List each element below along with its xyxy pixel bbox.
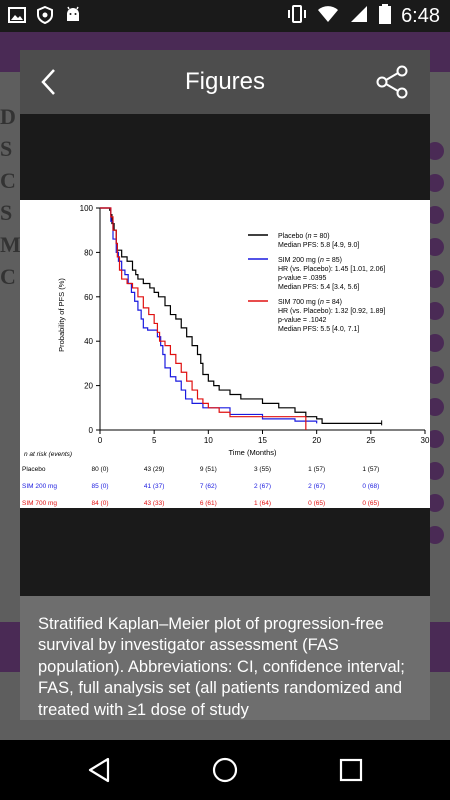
y-tick-label: 40 [84,337,93,346]
background-letter: S [0,200,13,225]
square-recents-icon [337,758,365,788]
dialog-header: Figures [20,50,430,114]
x-tick-label: 0 [98,436,103,445]
background-dots [426,142,444,544]
risk-table-value: 1 (64) [254,500,271,507]
risk-table-value: 0 (65) [362,500,379,507]
gallery-icon [8,7,26,28]
risk-table-value: 85 (0) [92,483,109,490]
y-axis-label: Probability of PFS (%) [57,278,66,352]
background-letter: S [0,136,13,161]
vibrate-icon [287,4,307,29]
risk-table-value: 84 (0) [92,500,109,507]
risk-table-value: 7 (62) [200,483,217,490]
series-line [100,207,382,424]
nav-back-button[interactable] [86,756,114,784]
nav-recents-button[interactable] [337,756,365,784]
legend-detail: HR (vs. Placebo): 1.32 [0.92, 1.89] [278,308,385,315]
series-line [100,207,318,424]
battery-icon [379,4,392,29]
figure-caption: Stratified Kaplan–Meier plot of progress… [20,596,430,720]
series-line [100,207,307,430]
risk-table-value: 41 (37) [144,483,165,490]
dialog-title: Figures [184,68,266,95]
x-tick-label: 10 [204,436,213,445]
x-tick-label: 25 [366,436,375,445]
wifi-icon [317,4,339,29]
risk-table-value: 2 (67) [308,483,325,490]
legend-entry: SIM 700 mg (n = 84) [278,299,342,306]
y-tick-label: 20 [84,382,93,391]
risk-table-header: n at risk (events) [24,451,72,458]
share-icon [374,65,410,104]
signal-icon [349,4,369,29]
figures-dialog: Figures 0 20 40 60 80 100 0 5 10 15 20 25 30 Time (Mo… [20,50,430,720]
x-tick-label: 20 [312,436,321,445]
background-letter: M [0,232,21,257]
shield-icon [36,5,54,29]
risk-table-value: 2 (67) [254,483,271,490]
chevron-left-icon [32,69,68,104]
android-icon [64,6,82,29]
risk-table-value: 0 (68) [362,483,379,490]
background-letter: C [0,168,16,193]
risk-table-value: 6 (61) [200,500,217,507]
risk-table-value: 9 (51) [200,466,217,473]
background-letter: D [0,104,16,129]
status-bar: 6:48 [0,0,450,32]
background-letter: C [0,264,16,289]
legend-detail: p-value = .0395 [278,275,327,282]
legend-detail: HR (vs. Placebo): 1.45 [1.01, 2.06] [278,266,385,273]
km-chart: 0 20 40 60 80 100 0 5 10 15 20 25 30 Time (Months) Pro… [22,204,430,507]
risk-table-value: 1 (57) [362,466,379,473]
circle-home-icon [211,757,239,788]
risk-table-label: SIM 700 mg [22,500,57,507]
figure-image[interactable]: 0 20 40 60 80 100 0 5 10 15 20 25 30 Time (Months) Pro… [20,200,430,508]
x-axis-label: Time (Months) [228,448,277,457]
risk-table-label: Placebo [22,466,46,473]
x-tick-label: 15 [258,436,267,445]
legend-entry: Placebo (n = 80) [278,233,330,240]
navigation-bar [0,740,450,800]
risk-table-value: 1 (57) [308,466,325,473]
status-time: 6:48 [401,5,440,27]
legend-detail: Median PFS: 5.8 [4.9, 9.0] [278,242,359,249]
legend-detail: p-value = .1042 [278,317,327,324]
back-button[interactable] [32,64,68,100]
y-tick-label: 60 [84,293,93,302]
legend-entry: SIM 200 mg (n = 85) [278,257,342,264]
legend-detail: Median PFS: 5.4 [3.4, 5.6] [278,284,359,291]
y-tick-label: 80 [84,248,93,257]
risk-table-value: 0 (65) [308,500,325,507]
y-tick-label: 0 [89,426,94,435]
triangle-back-icon [86,757,114,788]
x-tick-label: 5 [152,436,157,445]
risk-table-label: SIM 200 mg [22,483,57,490]
nav-home-button[interactable] [211,756,239,784]
risk-table-value: 43 (29) [144,466,165,473]
y-tick-label: 100 [80,204,94,213]
legend-detail: Median PFS: 5.5 [4.0, 7.1] [278,326,359,333]
risk-table-value: 80 (0) [92,466,109,473]
share-button[interactable] [374,64,410,100]
x-tick-label: 30 [421,436,430,445]
risk-table-value: 3 (55) [254,466,271,473]
risk-table-value: 43 (33) [144,500,165,507]
